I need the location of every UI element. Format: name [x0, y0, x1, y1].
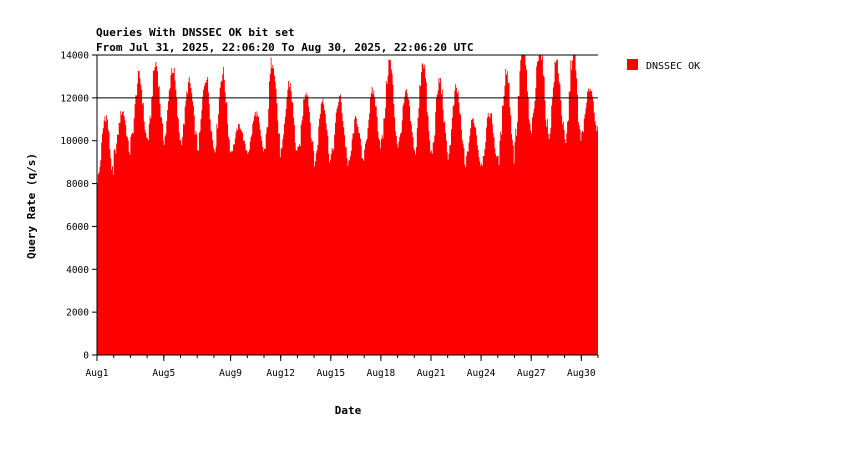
- chart-title: Queries With DNSSEC OK bit set: [96, 26, 295, 39]
- legend: DNSSEC OK: [627, 59, 700, 72]
- chart-subtitle: From Jul 31, 2025, 22:06:20 To Aug 30, 2…: [96, 41, 474, 54]
- y-tick-label: 12000: [60, 93, 89, 104]
- x-tick-label: Aug15: [316, 368, 345, 379]
- x-tick-label: Aug21: [417, 368, 446, 379]
- x-tick-label: Aug1: [86, 368, 109, 379]
- x-tick-label: Aug12: [266, 368, 295, 379]
- y-axis-label: Query Rate (q/s): [25, 153, 38, 259]
- series-area-dnssec-ok: [97, 55, 598, 355]
- y-tick-label: 4000: [66, 265, 89, 276]
- x-axis-label: Date: [335, 404, 362, 417]
- x-tick-label: Aug27: [517, 368, 546, 379]
- y-tick-label: 8000: [66, 179, 89, 190]
- x-tick-label: Aug30: [567, 368, 596, 379]
- y-tick-label: 6000: [66, 222, 89, 233]
- x-tick-label: Aug24: [467, 368, 496, 379]
- y-tick-label: 0: [83, 351, 89, 362]
- legend-label: DNSSEC OK: [646, 61, 700, 72]
- x-tick-label: Aug9: [219, 368, 242, 379]
- x-axis-ticks: Aug1 Aug5 Aug9 Aug12 Aug15 Aug18 Aug21 Aug24 Aug…: [86, 355, 599, 379]
- y-tick-label: 2000: [66, 308, 89, 319]
- y-tick-label: 14000: [60, 51, 89, 62]
- y-tick-label: 10000: [60, 136, 89, 147]
- legend-swatch: [627, 59, 638, 70]
- x-tick-label: Aug5: [152, 368, 175, 379]
- y-axis-ticks: 0 2000 4000 6000 8000 10000 12000 14000: [60, 51, 97, 362]
- plot-area: [97, 54, 598, 355]
- x-tick-label: Aug18: [367, 368, 396, 379]
